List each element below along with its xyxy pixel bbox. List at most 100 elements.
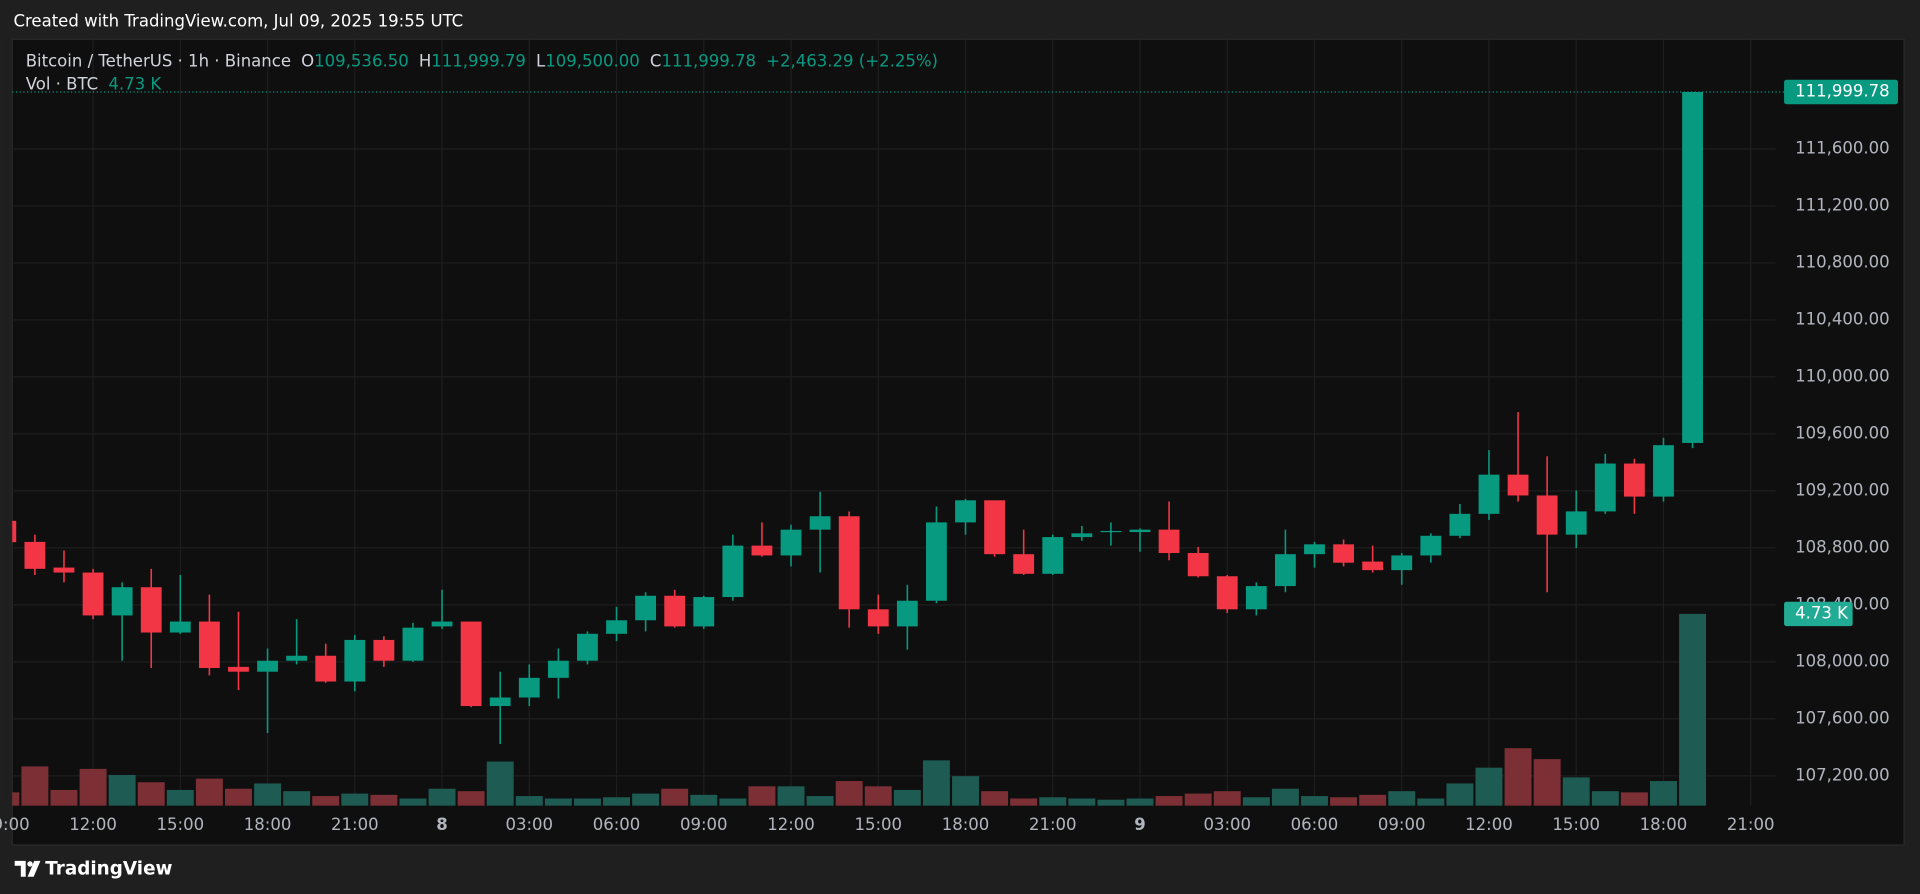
y-tick-label: 110,400.00	[1795, 309, 1890, 328]
candle-body	[1100, 530, 1122, 533]
volume-bar	[603, 797, 630, 806]
legend-key: L	[536, 51, 546, 70]
candle-body	[140, 587, 162, 633]
candle-body	[169, 621, 191, 633]
volume-bar	[1417, 798, 1445, 806]
candle-body	[1216, 576, 1238, 610]
volume-bar	[1533, 759, 1561, 806]
created-note: Created with TradingView.com, Jul 09, 20…	[13, 12, 463, 31]
volume-bar	[922, 760, 950, 806]
candle-body	[402, 627, 424, 661]
candle-body	[1071, 533, 1093, 538]
candle-body	[722, 545, 744, 598]
volume-bar	[1155, 796, 1183, 806]
x-tick-label: 09:00	[1378, 815, 1426, 834]
candle-body	[1304, 544, 1325, 555]
candle-body	[1333, 544, 1354, 563]
candle-body	[751, 545, 773, 556]
volume-bar	[1446, 783, 1474, 806]
candle-body	[518, 677, 540, 698]
candle-body	[1623, 463, 1645, 497]
x-tick-label: 06:00	[1291, 815, 1339, 834]
y-tick-label: 109,600.00	[1795, 423, 1890, 442]
volume-bar	[573, 798, 601, 806]
candle-body	[838, 516, 860, 610]
chart-pane	[11, 38, 1905, 846]
x-tick-label: 21:00	[1727, 815, 1775, 834]
brand: TradingView	[45, 858, 172, 879]
volume-bar	[1620, 792, 1648, 806]
candle-body	[1653, 445, 1674, 497]
x-tick-label: 03:00	[505, 815, 553, 834]
candle-body	[926, 522, 947, 601]
volume-bar	[719, 798, 747, 806]
legend-key: C	[650, 51, 662, 70]
x-tick-label: 18:00	[1640, 815, 1688, 834]
candle-body	[664, 595, 686, 627]
candle-body	[1129, 529, 1151, 533]
volume-bar	[79, 768, 107, 806]
candle-body	[635, 595, 657, 621]
volume-bar	[748, 786, 776, 806]
volume-bar	[50, 789, 78, 806]
y-tick-label: 110,000.00	[1795, 366, 1890, 385]
volume-bar	[661, 788, 689, 806]
volume-badge-label: 4.73 K	[1795, 603, 1849, 622]
volume-bar	[515, 796, 543, 806]
candle-body	[1245, 586, 1267, 610]
volume-bar	[12, 792, 20, 806]
candle-body	[460, 621, 482, 707]
candle-body	[1507, 474, 1529, 496]
volume-bar	[1504, 748, 1532, 806]
candle-body	[1565, 511, 1587, 535]
volume-bar	[1010, 798, 1038, 806]
x-tick-label: 9	[1134, 815, 1146, 834]
x-tick-label: 18:00	[942, 815, 990, 834]
volume-bar	[1388, 791, 1416, 806]
candle-body	[955, 500, 976, 523]
x-tick-label: 06:00	[593, 815, 641, 834]
candle-body	[1013, 554, 1035, 574]
x-tick-label: 18:00	[244, 815, 292, 834]
candle-body	[82, 572, 104, 616]
volume-bar	[806, 796, 834, 806]
volume-bar	[1097, 799, 1125, 806]
x-tick-label: 09:00	[0, 815, 30, 834]
x-tick-label: 15:00	[854, 815, 902, 834]
plot-area	[12, 91, 1707, 806]
volume-bar	[486, 761, 514, 806]
candle-body	[53, 567, 75, 573]
volume-bar	[195, 778, 223, 806]
symbol: Bitcoin / TetherUS · 1h · Binance	[26, 51, 291, 70]
candle-body	[344, 639, 366, 682]
candle-body	[577, 633, 598, 661]
logo-icon	[27, 861, 33, 867]
x-tick-label: 8	[436, 815, 447, 834]
candle-body	[489, 697, 511, 707]
volume-bar	[225, 788, 252, 806]
volume-bar	[1330, 797, 1358, 806]
x-tick-label: 09:00	[680, 815, 728, 834]
candle-body	[1158, 529, 1180, 554]
candle-body	[24, 541, 46, 569]
legend-value: 109,500.00	[545, 51, 640, 70]
volume-bar	[1591, 791, 1619, 806]
candle-body	[547, 660, 569, 678]
volume-bar	[370, 794, 398, 806]
x-tick-label: 21:00	[331, 815, 379, 834]
volume-badge	[1784, 601, 1853, 627]
volume-bar	[864, 786, 892, 806]
volume-bar	[835, 781, 863, 806]
volume-bar	[457, 791, 485, 806]
candle-body	[1594, 463, 1616, 512]
x-tick-label: 12:00	[69, 815, 117, 834]
candle-body	[198, 621, 220, 668]
volume-bar	[1068, 798, 1096, 806]
volume-bar	[1039, 797, 1067, 806]
x-tick-label: 21:00	[1029, 815, 1077, 834]
y-tick-label: 108,000.00	[1795, 651, 1890, 670]
volume-bar	[1679, 613, 1707, 806]
candle-body	[373, 639, 395, 661]
volume-bar	[166, 789, 194, 806]
